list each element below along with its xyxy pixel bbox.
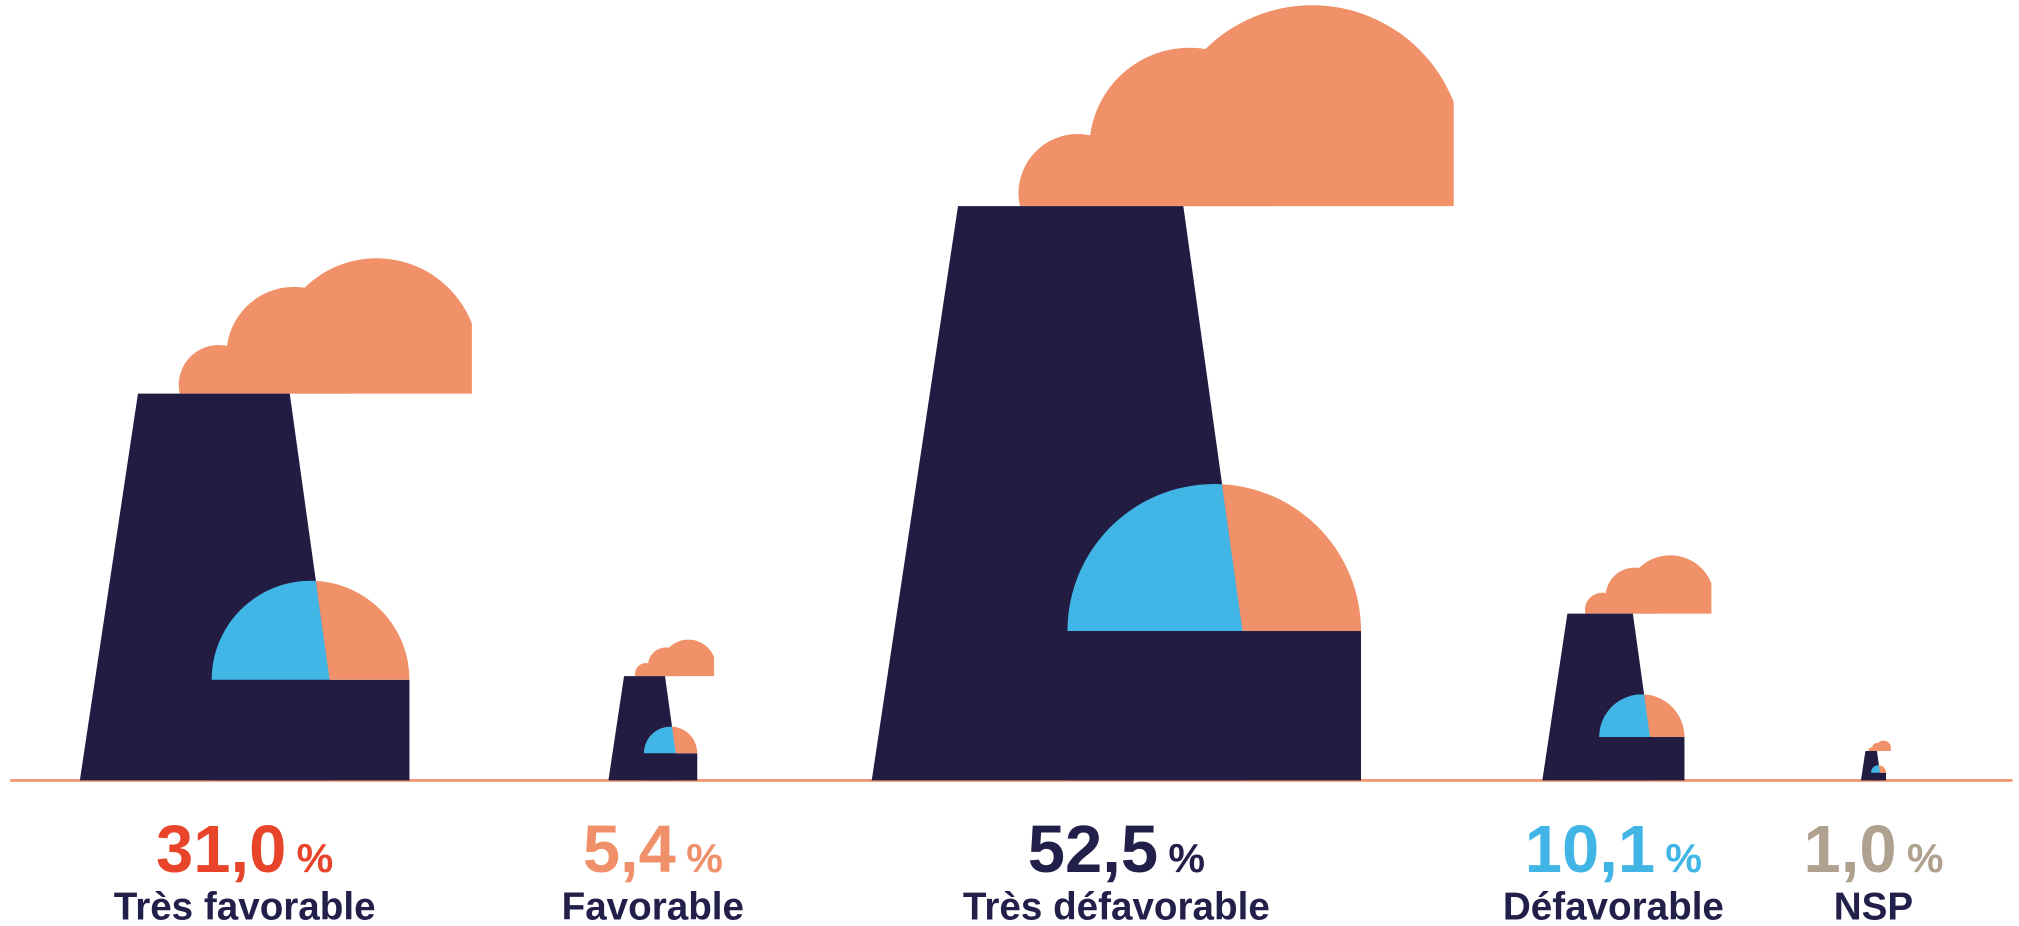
dome-right <box>1644 694 1685 738</box>
value-unit: % <box>297 835 334 881</box>
value-number: 1,0 <box>1804 812 1897 887</box>
factory-icon <box>1860 740 1891 781</box>
dome-left <box>643 726 676 754</box>
cloud-puff <box>660 639 715 677</box>
value-unit: % <box>1168 835 1205 881</box>
building <box>643 753 698 781</box>
factory-icon <box>1542 555 1712 781</box>
value-label: 5,4% <box>583 812 723 887</box>
factory-icon <box>79 258 472 781</box>
dome-left <box>1870 765 1880 773</box>
building <box>1067 631 1362 781</box>
value-label: 1,0% <box>1804 812 1944 887</box>
building <box>1870 772 1887 781</box>
factory-icon <box>871 5 1454 781</box>
category-label: Favorable <box>562 885 744 926</box>
cloud <box>178 258 472 394</box>
value-label: 52,5% <box>1028 812 1205 887</box>
dome-right <box>1221 484 1362 632</box>
value-label: 10,1% <box>1525 812 1702 887</box>
cloud <box>1868 740 1891 751</box>
value-unit: % <box>1907 835 1944 881</box>
dome-right <box>315 580 410 680</box>
cloud <box>1584 555 1712 614</box>
category-label: Très défavorable <box>963 885 1270 926</box>
cloud-puff <box>1160 5 1454 207</box>
value-number: 31,0 <box>156 812 286 887</box>
value-number: 52,5 <box>1028 812 1158 887</box>
cloud <box>635 639 715 677</box>
cloud <box>1018 5 1454 207</box>
dome-right <box>672 726 698 754</box>
dome-left <box>1067 484 1243 632</box>
dome-left <box>211 580 330 680</box>
value-number: 5,4 <box>583 812 676 887</box>
cloud-puff <box>1626 555 1712 614</box>
dome-right <box>1878 765 1887 773</box>
value-number: 10,1 <box>1525 812 1655 887</box>
value-label: 31,0% <box>156 812 333 887</box>
value-unit: % <box>686 835 723 881</box>
building <box>1599 737 1685 781</box>
building <box>211 679 410 781</box>
factory-icon <box>608 639 715 781</box>
cloud-puff <box>274 258 472 394</box>
category-label: NSP <box>1834 885 1913 926</box>
value-unit: % <box>1665 835 1702 881</box>
category-label: Défavorable <box>1503 885 1724 926</box>
dome-left <box>1599 694 1651 738</box>
cloud-puff <box>1875 740 1891 751</box>
category-label: Très favorable <box>114 885 376 926</box>
